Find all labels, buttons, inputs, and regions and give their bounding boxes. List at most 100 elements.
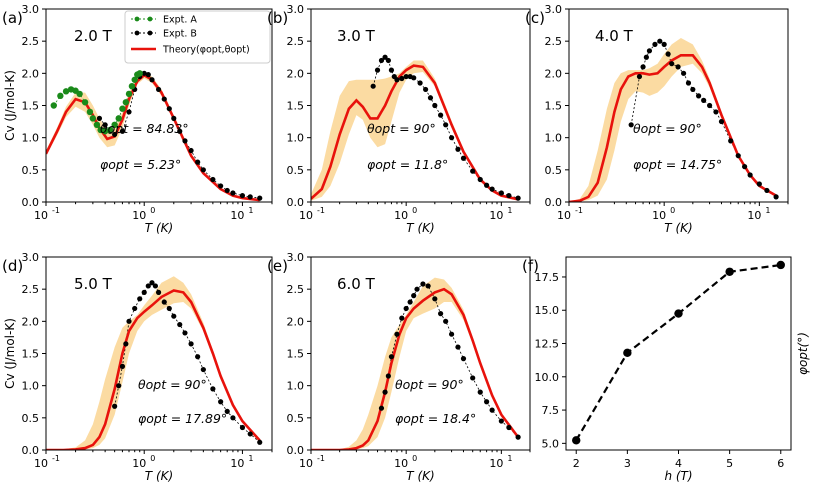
y-axis-label: φopt(°) — [796, 332, 810, 375]
theta-opt-annotation: θopt = 84.83° — [100, 121, 189, 136]
expt-a-point — [81, 99, 89, 106]
green-dot-icon — [134, 16, 140, 22]
expt-b-line — [114, 282, 260, 443]
phi-opt-line — [575, 263, 781, 441]
y-tick-label: 0.0 — [287, 444, 305, 457]
expt-b-point — [200, 366, 206, 373]
y-tick-label: 5.0 — [542, 437, 560, 450]
expt-b-point — [484, 399, 490, 405]
expt-b-point — [681, 70, 687, 76]
expt-b-point — [636, 73, 643, 80]
x-tick-label: 10 — [557, 209, 571, 222]
y-tick-label: 10.0 — [535, 371, 560, 384]
panel-label: (d) — [2, 257, 23, 275]
expt-b-point — [515, 434, 521, 440]
y-tick-label: 2.0 — [22, 315, 40, 328]
y-tick-label: 3.0 — [22, 3, 40, 16]
uncertainty-band — [569, 38, 777, 202]
expt-a-point — [106, 126, 114, 134]
expt-b-point — [137, 296, 143, 302]
x-tick-exponent: 0 — [412, 454, 417, 463]
expt-b-point — [489, 407, 495, 413]
expt-b-point — [385, 373, 391, 379]
x-tick-label: 10 — [299, 457, 313, 470]
expt-b-point — [378, 405, 385, 411]
phi-opt-point — [725, 267, 734, 276]
phi-opt-point — [674, 309, 683, 318]
expt-b-point — [382, 54, 388, 60]
expt-a-point — [62, 88, 70, 95]
expt-b-point — [675, 64, 681, 70]
y-tick-label: 2.5 — [22, 35, 40, 48]
expt-a-point — [115, 115, 122, 122]
x-tick-exponent: 1 — [765, 206, 770, 215]
expt-b-point — [489, 186, 495, 192]
y-tick-label: 2.5 — [545, 35, 563, 48]
x-tick-exponent: -1 — [575, 206, 583, 215]
y-axis-label: Cv (J/mol-K) — [3, 318, 17, 389]
y-tick-label: 0.5 — [287, 164, 305, 177]
expt-b-point — [247, 194, 253, 200]
expt-b-point — [443, 318, 449, 324]
phi-opt-annotation: φopt = 5.23° — [100, 157, 181, 172]
x-tick-exponent: -1 — [317, 206, 325, 215]
expt-b-point — [370, 83, 376, 89]
expt-a-point — [119, 105, 126, 112]
expt-b-point — [411, 75, 417, 81]
expt-b-point — [218, 183, 224, 189]
expt-b-line — [372, 56, 519, 199]
uncertainty-band — [311, 60, 519, 201]
y-tick-label: 2.0 — [545, 67, 563, 80]
x-tick-label: 10 — [489, 209, 503, 222]
x-tick-label: 10 — [747, 209, 761, 222]
y-tick-label: 1.0 — [287, 132, 305, 145]
panel-label: (e) — [267, 257, 288, 275]
phi-opt-annotation: φopt = 11.8° — [367, 157, 448, 172]
y-tick-label: 1.5 — [22, 100, 40, 113]
expt-a-point — [125, 90, 133, 98]
y-tick-label: 1.0 — [287, 380, 305, 393]
axes-frame — [565, 256, 792, 451]
x-axis-label: T (K) — [664, 221, 692, 235]
expt-b-point — [195, 159, 201, 165]
expt-b-point — [385, 57, 391, 64]
expt-b-point — [455, 146, 461, 152]
expt-b-point — [773, 194, 779, 200]
y-tick-label: 7.5 — [542, 404, 560, 417]
expt-b-point — [498, 190, 504, 196]
panel-label: (f) — [522, 257, 539, 275]
expt-a-point — [111, 121, 118, 128]
expt-b-point — [432, 296, 438, 302]
theory-line — [311, 287, 520, 450]
x-tick-label: 10 — [132, 457, 146, 470]
theory-line — [569, 54, 777, 202]
expt-b-point — [119, 128, 126, 134]
y-tick-label: 2.5 — [22, 283, 40, 296]
x-tick-label: 10 — [132, 209, 146, 222]
x-tick-label: 4 — [675, 457, 682, 470]
legend-entry: Expt. A — [163, 15, 197, 26]
expt-b-point — [498, 418, 504, 424]
x-tick-exponent: 1 — [507, 454, 512, 463]
panel-f: 2 3 4 5 6 5.0 7.5 10.0 12.5 15.0 17.5 h (T) φopt(°) (… — [522, 256, 810, 483]
expt-b-point — [411, 293, 417, 299]
legend-box — [124, 10, 271, 64]
expt-b-point — [403, 305, 409, 312]
x-tick-label: 10 — [34, 209, 48, 222]
expt-b-point — [116, 383, 122, 389]
expt-b-point — [200, 167, 206, 173]
y-tick-label: 17.5 — [535, 271, 560, 284]
expt-b-point — [210, 386, 216, 392]
x-tick-label: 6 — [777, 457, 784, 470]
field-label: 3.0 T — [337, 27, 376, 45]
expt-b-point — [432, 102, 438, 109]
legend-entry: Expt. B — [163, 29, 197, 40]
expt-b-point — [188, 341, 194, 347]
expt-b-point — [166, 106, 172, 112]
expt-a-point — [50, 102, 57, 109]
expt-b-point — [149, 77, 155, 83]
expt-b-point — [423, 86, 429, 93]
expt-a-point — [57, 92, 64, 100]
expt-b-point — [460, 356, 467, 362]
y-tick-label: 12.5 — [535, 338, 560, 351]
